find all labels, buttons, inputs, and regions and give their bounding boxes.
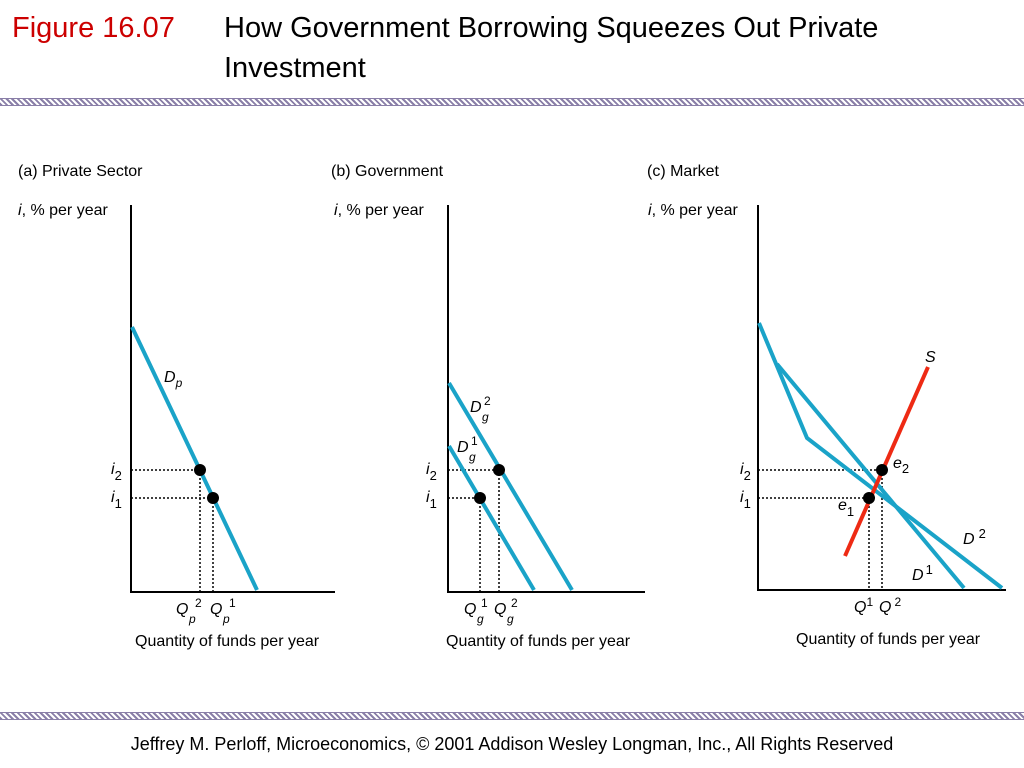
panel-a-label-i2: i2 [111,461,122,483]
panel-b-y-axis-label: i, % per year [334,202,424,219]
government-point-i2 [493,464,505,476]
panel-private-sector: (a) Private Sector i, % per year Dp i2 i… [18,163,335,650]
label-dg1: Dg1 [457,434,478,464]
label-qp2: Qp2 [176,596,202,626]
private-demand-curve [130,326,259,591]
private-point-i2 [194,464,206,476]
panel-b-x-axis-label: Quantity of funds per year [446,633,631,650]
figure-title: How Government Borrowing Squeezes Out Pr… [224,12,879,84]
top-divider-band [0,98,1024,106]
label-q1: Q1 [854,595,873,616]
label-dp: Dp [164,369,183,390]
label-qg2: Qg2 [494,596,518,626]
label-qg1: Qg1 [464,596,488,626]
supply-curve [843,366,930,557]
panel-a-y-axis-label: i, % per year [18,202,108,219]
panel-a-x-axis-label: Quantity of funds per year [135,633,320,650]
equilibrium-point-e2 [876,464,888,476]
figure-number: Figure 16.07 [12,12,175,44]
equilibrium-point-e1 [863,492,875,504]
market-demand-curve-2 [757,322,1004,590]
panel-b-label-i2: i2 [426,461,437,483]
panel-c-label-i1: i1 [740,489,751,511]
copyright-footer: Jeffrey M. Perloff, Microeconomics, © 20… [130,734,894,754]
panel-a-label-i1: i1 [111,489,122,511]
government-demand-curve-2 [447,381,574,592]
panel-c-label-i2: i2 [740,461,751,483]
label-s: S [925,349,936,366]
market-demand-curve-1 [775,362,966,590]
panel-a-heading: (a) Private Sector [18,163,143,180]
label-dg2: Dg2 [470,394,491,424]
label-e2: e2 [893,455,909,476]
panel-b-label-i1: i1 [426,489,437,511]
label-qp1: Qp1 [210,596,236,626]
government-point-i1 [474,492,486,504]
panel-b-heading: (b) Government [331,163,444,180]
label-e1: e1 [838,497,854,519]
panel-c-heading: (c) Market [647,163,720,180]
bottom-divider-band [0,712,1024,720]
panel-government: (b) Government i, % per year Dg2 Dg1 i2 … [331,163,645,650]
private-point-i1 [207,492,219,504]
panel-c-x-axis-label: Quantity of funds per year [796,631,981,648]
panel-c-y-axis-label: i, % per year [648,202,738,219]
government-demand-curve-1 [447,444,536,592]
